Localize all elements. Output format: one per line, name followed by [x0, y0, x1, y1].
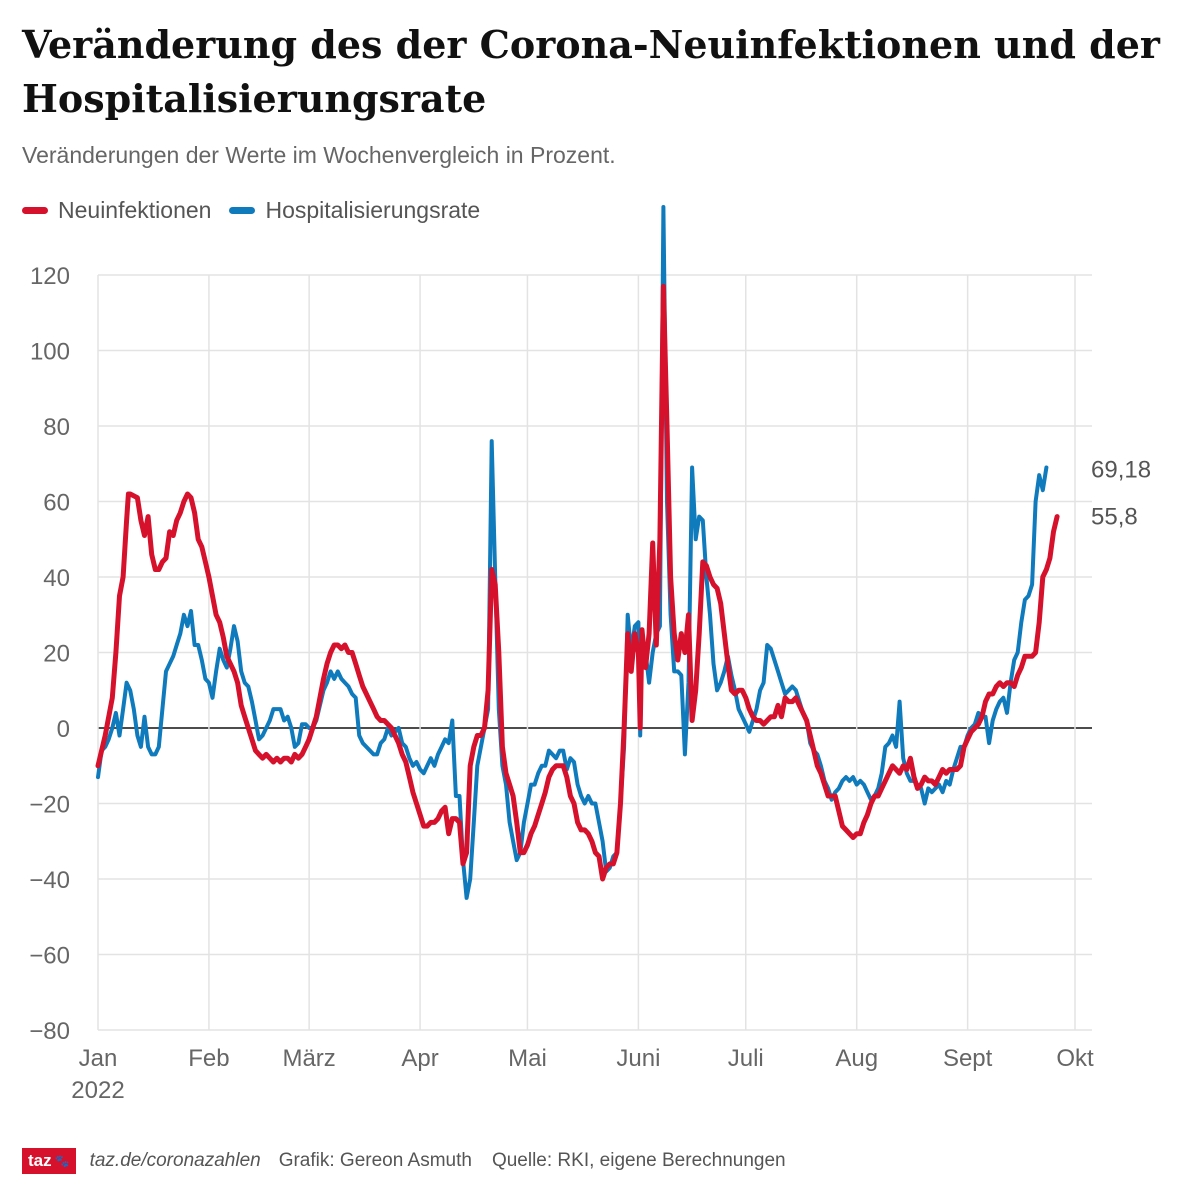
footer: taz 🐾 taz.de/coronazahlen Grafik: Gereon …	[22, 1148, 786, 1174]
legend-item-neuinfektionen: Neuinfektionen	[22, 197, 211, 224]
x-tick-label: Sept	[943, 1045, 993, 1072]
x-tick-label: Juli	[728, 1045, 764, 1072]
data-source: Quelle: RKI, eigene Berechnungen	[491, 1150, 786, 1171]
source-url[interactable]: taz.de/coronazahlen	[89, 1150, 261, 1171]
x-tick-label: Jan	[79, 1045, 118, 1072]
legend-label-neuinfektionen: Neuinfektionen	[58, 197, 212, 223]
series-line-hospitalisierungsrate	[96, 205, 1049, 900]
legend-swatch-hospitalisierungsrate	[229, 207, 256, 214]
y-tick-label: 100	[30, 339, 70, 366]
taz-logo-text: taz	[28, 1151, 52, 1170]
paw-icon: 🐾	[54, 1154, 70, 1168]
y-tick-label: 0	[57, 716, 70, 743]
y-tick-label: 80	[43, 414, 70, 441]
x-tick-label: März	[282, 1045, 335, 1072]
y-tick-label: 60	[43, 490, 70, 517]
end-label-neuinfektionen: 55,8	[1091, 504, 1138, 531]
x-tick-sublabel: 2022	[71, 1077, 124, 1104]
x-tick-label: Aug	[835, 1045, 878, 1072]
legend-item-hospitalisierungsrate: Hospitalisierungsrate	[229, 197, 480, 224]
chart-legend: Neuinfektionen Hospitalisierungsrate	[22, 197, 498, 224]
series-line-neuinfektionen	[95, 283, 1060, 882]
x-tick-label: Juni	[616, 1045, 660, 1072]
y-tick-label: 120	[30, 263, 70, 290]
x-tick-label: Feb	[188, 1045, 229, 1072]
x-tick-label: Mai	[508, 1045, 547, 1072]
y-tick-label: −40	[29, 867, 70, 894]
legend-swatch-neuinfektionen	[22, 207, 48, 214]
y-tick-label: −80	[29, 1018, 70, 1045]
x-tick-label: Okt	[1056, 1045, 1094, 1072]
end-label-hospitalisierungsrate: 69,18	[1091, 457, 1151, 484]
y-tick-label: 40	[43, 565, 70, 592]
chart-title: Veränderung des der Corona-Neuinfektione…	[22, 22, 1160, 121]
y-tick-label: 20	[43, 641, 70, 668]
y-tick-label: −60	[29, 943, 70, 970]
y-tick-label: −20	[29, 792, 70, 819]
line-chart: 120 100 80 60 40 20 0 −20 −40 −60 −80 Jan 2022 Feb Mär…	[29, 205, 1151, 1104]
chart-subtitle: Veränderungen der Werte im Wochenverglei…	[22, 142, 616, 168]
x-tick-label: Apr	[401, 1045, 438, 1072]
legend-label-hospitalisierungsrate: Hospitalisierungsrate	[265, 197, 481, 223]
graphic-credit: Grafik: Gereon Asmuth	[278, 1150, 472, 1171]
taz-logo: taz 🐾	[22, 1148, 76, 1174]
